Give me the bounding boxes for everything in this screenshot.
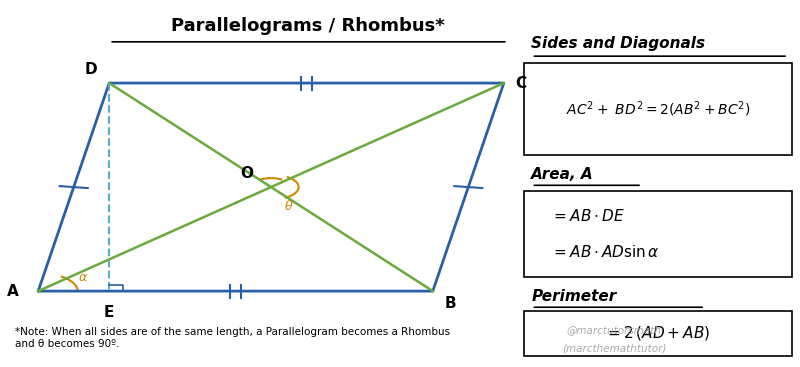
Text: $\theta$: $\theta$: [284, 199, 293, 213]
Text: A: A: [6, 284, 18, 299]
Text: (marcthemathtutor): (marcthemathtutor): [562, 343, 666, 353]
Text: O: O: [241, 166, 254, 181]
Text: B: B: [445, 297, 456, 312]
Text: C: C: [516, 76, 526, 91]
Text: *Note: When all sides are of the same length, a Parallelogram becomes a Rhombus
: *Note: When all sides are of the same le…: [14, 327, 450, 349]
Text: $= 2\,(AD + AB)$: $= 2\,(AD + AB)$: [605, 324, 710, 342]
Text: D: D: [85, 62, 98, 77]
FancyBboxPatch shape: [523, 63, 792, 155]
FancyBboxPatch shape: [523, 311, 792, 356]
Text: Parallelograms / Rhombus*: Parallelograms / Rhombus*: [171, 17, 445, 34]
Text: Perimeter: Perimeter: [531, 289, 617, 304]
Text: @marctutorsmath: @marctutorsmath: [567, 325, 662, 335]
Text: Sides and Diagonals: Sides and Diagonals: [531, 36, 706, 51]
Text: $AC^2 +\ BD^2 = 2(AB^2 + BC^2)$: $AC^2 +\ BD^2 = 2(AB^2 + BC^2)$: [566, 99, 750, 119]
Text: $\alpha$: $\alpha$: [78, 271, 88, 284]
Text: E: E: [104, 305, 114, 320]
Text: $= AB \cdot DE$: $= AB \cdot DE$: [551, 208, 625, 224]
Text: $= AB \cdot AD \sin \alpha$: $= AB \cdot AD \sin \alpha$: [551, 244, 660, 260]
Text: Area, A: Area, A: [531, 167, 594, 182]
FancyBboxPatch shape: [523, 191, 792, 277]
